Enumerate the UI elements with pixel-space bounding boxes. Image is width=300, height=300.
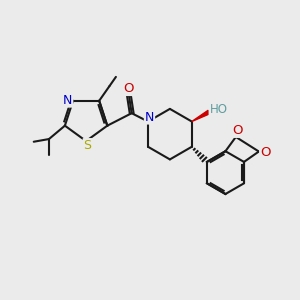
Text: N: N bbox=[63, 94, 72, 107]
Text: O: O bbox=[232, 124, 243, 137]
Text: O: O bbox=[260, 146, 271, 159]
Polygon shape bbox=[192, 110, 210, 122]
Text: HO: HO bbox=[209, 103, 227, 116]
Text: O: O bbox=[123, 82, 134, 95]
Text: S: S bbox=[84, 139, 92, 152]
Text: N: N bbox=[145, 111, 154, 124]
